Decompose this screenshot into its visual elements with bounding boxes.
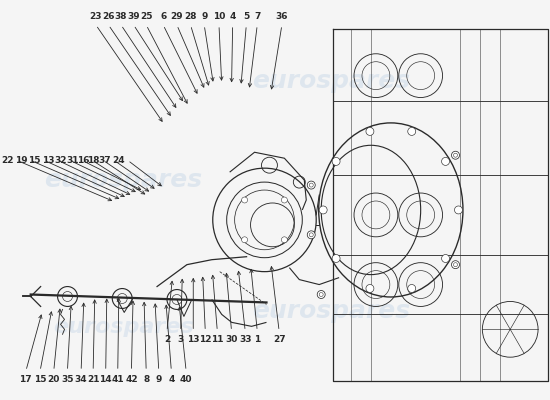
Circle shape [282, 197, 287, 203]
Text: eurospares: eurospares [44, 168, 202, 192]
Text: 8: 8 [143, 375, 150, 384]
Text: 15: 15 [29, 156, 41, 165]
Text: eurospares: eurospares [252, 69, 410, 93]
Text: 14: 14 [100, 375, 112, 384]
Circle shape [408, 128, 416, 135]
Text: 29: 29 [170, 12, 183, 21]
Text: 6: 6 [160, 12, 166, 21]
Text: 26: 26 [102, 12, 115, 21]
Circle shape [452, 261, 459, 269]
Text: 35: 35 [61, 375, 74, 384]
Circle shape [317, 290, 325, 298]
Text: 30: 30 [226, 335, 238, 344]
Text: 13: 13 [42, 156, 54, 165]
Circle shape [452, 151, 459, 159]
Text: 1: 1 [254, 335, 260, 344]
Text: 15: 15 [34, 375, 46, 384]
Text: 27: 27 [273, 335, 285, 344]
Text: 39: 39 [127, 12, 140, 21]
Text: 4: 4 [168, 375, 174, 384]
Circle shape [366, 284, 374, 292]
Text: 11: 11 [211, 335, 224, 344]
Circle shape [282, 237, 287, 243]
Text: 37: 37 [98, 156, 111, 165]
Text: 24: 24 [112, 156, 125, 165]
Circle shape [442, 158, 449, 165]
Text: 25: 25 [140, 12, 152, 21]
Circle shape [307, 231, 315, 239]
Text: 21: 21 [87, 375, 100, 384]
Circle shape [241, 237, 248, 243]
Circle shape [442, 254, 449, 262]
Circle shape [241, 197, 248, 203]
Text: 9: 9 [156, 375, 162, 384]
Text: 20: 20 [47, 375, 60, 384]
Text: 10: 10 [213, 12, 225, 21]
Circle shape [307, 181, 315, 189]
Text: 40: 40 [180, 375, 192, 384]
Text: 32: 32 [54, 156, 67, 165]
Text: 36: 36 [276, 12, 288, 21]
Circle shape [454, 206, 463, 214]
Text: 38: 38 [115, 12, 127, 21]
Text: 31: 31 [66, 156, 79, 165]
Text: 3: 3 [178, 335, 184, 344]
Text: 18: 18 [87, 156, 100, 165]
Text: 42: 42 [125, 375, 138, 384]
Text: 5: 5 [243, 12, 250, 21]
Text: eurospares: eurospares [53, 317, 194, 337]
Text: 23: 23 [90, 12, 102, 21]
Text: 28: 28 [184, 12, 197, 21]
Text: 2: 2 [164, 335, 170, 344]
Circle shape [319, 206, 327, 214]
Text: 4: 4 [229, 12, 236, 21]
Text: 17: 17 [19, 375, 32, 384]
Text: 16: 16 [76, 156, 89, 165]
Circle shape [332, 254, 340, 262]
Text: 41: 41 [112, 375, 124, 384]
Text: 12: 12 [199, 335, 212, 344]
Circle shape [332, 158, 340, 165]
Circle shape [366, 128, 374, 135]
Circle shape [408, 284, 416, 292]
Text: 13: 13 [187, 335, 200, 344]
Text: eurospares: eurospares [252, 300, 410, 324]
Text: 34: 34 [75, 375, 87, 384]
Text: 33: 33 [239, 335, 251, 344]
Text: 19: 19 [15, 156, 27, 165]
Text: 22: 22 [1, 156, 14, 165]
Text: 9: 9 [201, 12, 207, 21]
Text: 7: 7 [254, 12, 261, 21]
